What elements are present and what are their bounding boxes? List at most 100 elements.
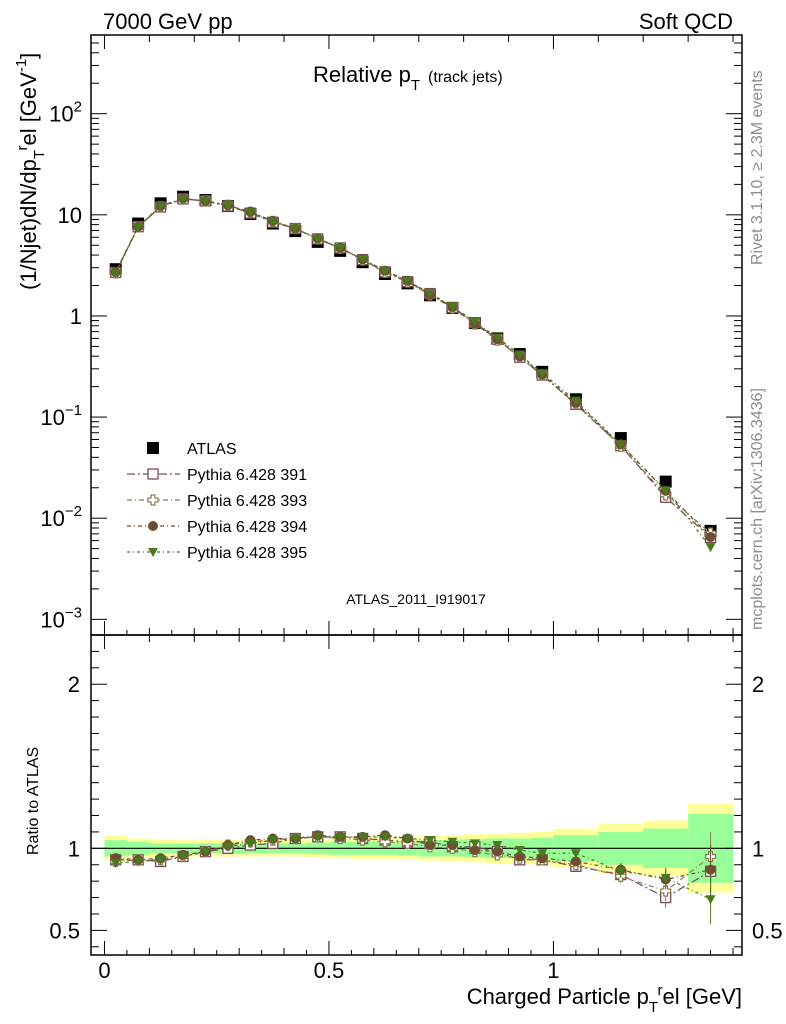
header-left: 7000 GeV pp [103,9,233,34]
ratio-point-3 [514,845,525,855]
x-tick-label: 0 [98,958,110,983]
legend-label: Pythia 6.428 395 [187,545,307,562]
y-tick-label: 102 [49,99,82,127]
main-point-3 [133,223,144,233]
main-point-3 [200,196,211,206]
ratio-point-3 [380,832,391,842]
ratio-y-tick-label-right: 2 [752,672,764,697]
main-point-3 [402,276,413,286]
ratio-plot-marks [110,830,717,924]
legend-label: ATLAS [187,441,237,458]
main-point-3 [615,440,626,450]
ratio-y-tick-label-right: 1 [752,836,764,861]
main-point-3 [705,543,716,553]
main-point-3 [357,255,368,265]
ratio-point-3 [660,873,671,883]
ratio-y-tick-label: 0.5 [49,918,80,943]
legend-label: Pythia 6.428 394 [187,519,307,536]
y-tick-label: 10−1 [40,402,82,430]
x-tick-label: 0.5 [314,958,345,983]
mcplots-label: mcplots.cern.ch [arXiv:1306.3436] [749,388,766,630]
legend-marker [147,468,159,480]
ratio-ylabel: Ratio to ATLAS [25,747,42,855]
ratio-point-3 [178,852,189,862]
main-point-3 [222,201,233,211]
ratio-point-3 [705,895,716,905]
main-point-3 [424,289,435,299]
main-point-3 [570,396,581,406]
ratio-point-3 [570,849,581,859]
series-line-main [115,197,712,538]
ratio-point-3 [335,832,346,842]
ratio-point-3 [312,832,323,842]
series-line-ratio [115,836,711,900]
ratio-y-tick-label-right: 0.5 [752,918,783,943]
ratio-point-3 [110,859,121,869]
ratio-point-3 [290,834,301,844]
ratio-point-3 [155,855,166,865]
main-point-3 [155,202,166,212]
reference-points [109,190,717,537]
ratio-point-3 [222,842,233,852]
ratio-y-tick-label: 2 [68,672,80,697]
main-point-3 [660,486,671,496]
ratio-uncertainty-bands [91,804,742,893]
ratio-point-2 [570,856,581,867]
main-point-3 [492,333,503,343]
x-tick-label: 1 [547,958,559,983]
main-point-3 [290,224,301,234]
legend-marker [148,548,158,557]
legend-label: Pythia 6.428 393 [187,493,307,510]
legend-marker-reference [147,442,159,454]
plot-title: Relative pT (track jets) [313,62,503,94]
ratio-point-3 [402,834,413,844]
y-tick-label: 10 [58,203,82,228]
ratio-point-3 [469,839,480,849]
ratio-point-3 [447,837,458,847]
ratio-point-2 [514,851,525,862]
analysis-tag: ATLAS_2011_I919017 [346,591,486,607]
ratio-point-2 [492,846,503,857]
main-point-2 [705,531,716,542]
main-point-3 [380,267,391,277]
ratio-point-3 [200,847,211,857]
ratio-point-3 [492,841,503,851]
header-right: Soft QCD [639,9,733,34]
main-point-3 [469,317,480,327]
y-tick-label: 1 [70,304,82,329]
legend-label: Pythia 6.428 391 [187,467,307,484]
reference-point [659,475,672,488]
legend-marker [148,521,158,531]
legend: ATLAS Pythia 6.428 391 Pythia 6.428 393 Pyt… [127,441,307,562]
main-ylabel: (1/Njet)dN/dpTrel [GeV-1] [13,53,48,290]
main-point-3 [312,234,323,244]
main-point-3 [178,194,189,204]
xlabel: Charged Particle pTrel [GeV] [467,982,742,1016]
main-plot-marks [109,190,717,553]
axis-ticks: 0 0.5 1 10−3 10−2 10−1 1 10 102 0.5 0.5 1 1 2 2 [40,34,783,983]
ratio-point-3 [615,867,626,877]
series-line-ratio [115,834,711,881]
y-tick-label: 10−2 [40,503,82,531]
main-point-3 [447,302,458,312]
ratio-panel-frame [90,634,743,956]
main-point-3 [267,217,278,227]
ratio-point-2 [705,864,716,875]
ratio-point-3 [267,836,278,846]
series-line-main [115,198,712,538]
legend-marker [147,494,159,506]
ratio-y-tick-label: 1 [68,836,80,861]
ratio-point-1 [660,885,672,897]
y-tick-label: 10−3 [40,604,82,632]
ratio-point-2 [469,844,480,855]
main-point-3 [245,208,256,218]
main-point-3 [537,369,548,379]
ratio-point-3 [424,836,435,846]
ratio-point-3 [133,857,144,867]
series-line-main [115,198,712,548]
main-point-3 [110,269,121,279]
ratio-point-3 [537,849,548,859]
ratio-point-3 [245,839,256,849]
rivet-label: Rivet 3.1.10, ≥ 2.3M events [749,70,766,265]
